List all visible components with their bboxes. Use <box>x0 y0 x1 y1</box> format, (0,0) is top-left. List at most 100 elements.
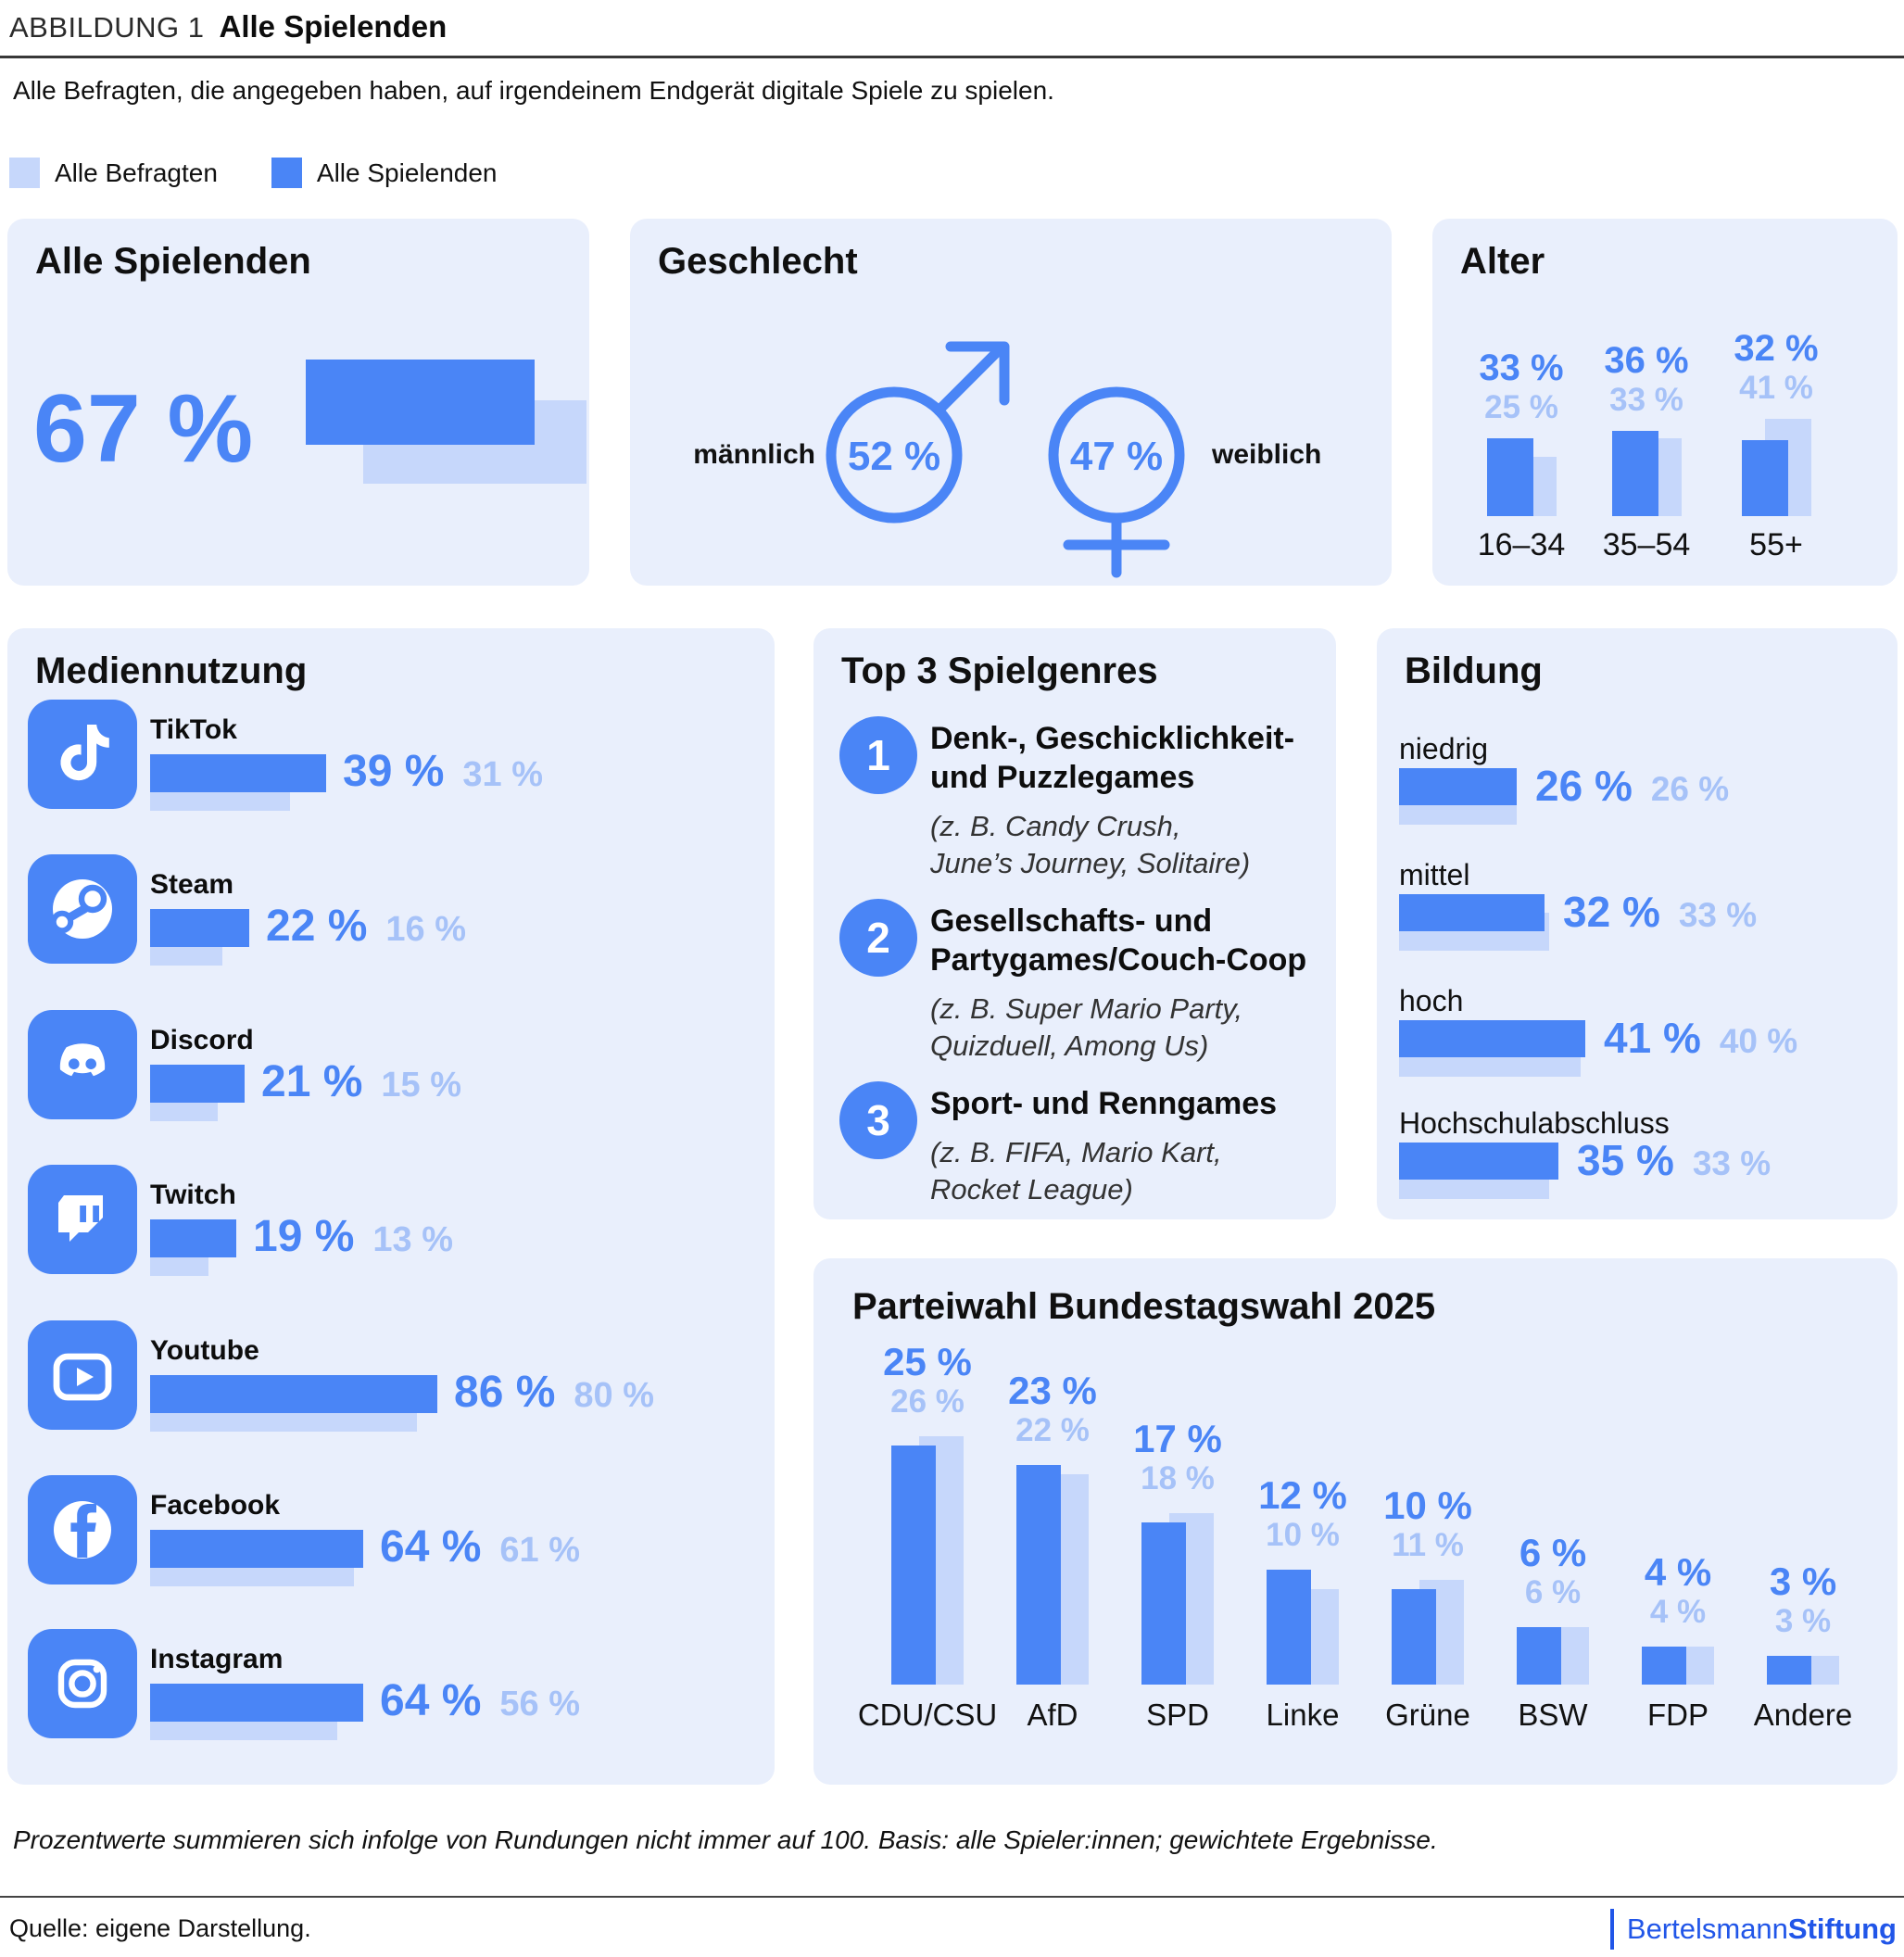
bertelsmann-stiftung-logo: BertelsmannStiftung <box>1609 1909 1897 1950</box>
respondents-value: 22 % <box>1015 1412 1090 1449</box>
players-value: 39 % <box>343 747 445 796</box>
education-values: 41 % 40 % <box>1604 1013 1797 1063</box>
card-alter: Alter 33 % 25 % 16–34 36 % 33 % 35–54 32 % 41 %… <box>1432 219 1898 586</box>
footnote: Prozentwerte summieren sich infolge von … <box>13 1825 1438 1854</box>
share-value: 67 % <box>33 375 254 483</box>
header-divider <box>0 56 1904 58</box>
legend-item-respondents: Alle Befragten <box>9 158 218 188</box>
players-bar <box>1399 1020 1585 1057</box>
genre-title-line: und Puzzlegames <box>930 760 1195 795</box>
party-category-label: Linke <box>1266 1698 1340 1732</box>
education-values: 32 % 33 % <box>1563 887 1757 937</box>
players-bar <box>1612 431 1658 516</box>
age-category-label: 55+ <box>1749 527 1803 562</box>
respondents-value: 13 % <box>372 1220 454 1259</box>
party-category-label: FDP <box>1647 1698 1709 1732</box>
players-value: 6 % <box>1519 1531 1587 1574</box>
respondents-value: 16 % <box>385 910 467 949</box>
genre-title: Denk-, Geschicklichkeit-und Puzzlegames <box>930 719 1329 797</box>
genre-rank-badge: 1 <box>839 716 917 794</box>
players-value: 12 % <box>1258 1473 1347 1517</box>
age-values: 33 % 25 % <box>1456 347 1586 425</box>
respondents-value: 26 % <box>1650 770 1730 808</box>
players-value: 19 % <box>253 1212 355 1261</box>
party-category-label: AfD <box>1027 1698 1078 1732</box>
party-values: 3 % 3 % <box>1724 1559 1882 1639</box>
media-values: 64 % 61 % <box>380 1521 580 1572</box>
respondents-value: 40 % <box>1719 1022 1798 1060</box>
players-bar <box>1399 768 1517 805</box>
genre-title-line: Partygames/Couch-Coop <box>930 942 1307 978</box>
players-value: 25 % <box>883 1340 972 1383</box>
media-name-label: Discord <box>150 1025 254 1055</box>
media-name-label: Instagram <box>150 1644 284 1674</box>
players-bar <box>1642 1647 1686 1685</box>
players-bar <box>150 1219 236 1257</box>
facebook-icon <box>28 1475 137 1585</box>
discord-icon <box>28 1010 137 1119</box>
players-value: 32 % <box>1734 328 1819 369</box>
players-value: 23 % <box>1008 1369 1097 1412</box>
media-values: 21 % 15 % <box>261 1056 461 1107</box>
media-name-label: Youtube <box>150 1335 259 1366</box>
players-value: 10 % <box>1383 1484 1472 1527</box>
players-bar <box>1742 440 1788 516</box>
card-top3-spielgenres: Top 3 Spielgenres 1 Denk-, Geschicklichke… <box>813 628 1336 1219</box>
respondents-value: 61 % <box>499 1531 581 1570</box>
party-values: 6 % 6 % <box>1474 1531 1632 1610</box>
respondents-value: 4 % <box>1649 1594 1707 1631</box>
players-bar <box>150 1375 437 1413</box>
players-value: 21 % <box>261 1057 363 1106</box>
card-education-title: Bildung <box>1405 650 1543 691</box>
party-values: 25 % 26 % <box>849 1340 1006 1420</box>
genre-examples: (z. B. FIFA, Mario Kart, Rocket League) <box>930 1134 1329 1208</box>
players-value: 4 % <box>1644 1550 1712 1594</box>
players-bar <box>1016 1465 1061 1685</box>
male-label: männlich <box>693 439 815 470</box>
genre-example-line: (z. B. Super Mario Party, <box>930 992 1243 1025</box>
media-name-label: Steam <box>150 869 234 900</box>
players-bar <box>1392 1589 1436 1685</box>
respondents-value: 80 % <box>574 1376 655 1415</box>
source-note: Quelle: eigene Darstellung. <box>9 1914 311 1942</box>
players-bar <box>150 909 249 947</box>
respondents-value: 33 % <box>1678 896 1758 934</box>
players-value: 41 % <box>1604 1014 1701 1062</box>
players-value: 33 % <box>1479 347 1564 388</box>
party-category-label: BSW <box>1518 1698 1588 1732</box>
players-value: 64 % <box>380 1522 482 1572</box>
players-value: 26 % <box>1535 762 1633 810</box>
players-bar <box>1399 1143 1558 1180</box>
gender-symbols <box>826 341 1185 578</box>
respondents-value: 11 % <box>1392 1527 1464 1564</box>
respondents-value: 33 % <box>1692 1144 1772 1182</box>
female-cross-icon <box>1063 512 1170 578</box>
players-bar <box>150 1530 363 1568</box>
education-category-label: niedrig <box>1399 732 1489 765</box>
respondents-value: 33 % <box>1609 381 1683 418</box>
respondents-value: 3 % <box>1774 1603 1832 1640</box>
instagram-icon <box>28 1629 137 1738</box>
logo-suffix: Stiftung <box>1787 1913 1897 1945</box>
players-bar <box>306 360 535 445</box>
figure-kicker: ABBILDUNG 1 <box>9 11 205 44</box>
players-value: 32 % <box>1563 888 1660 936</box>
footer-divider <box>0 1896 1904 1898</box>
respondents-value: 6 % <box>1524 1574 1582 1611</box>
logo-name: Bertelsmann <box>1626 1913 1788 1945</box>
party-values: 23 % 22 % <box>974 1369 1131 1448</box>
players-value: 64 % <box>380 1676 482 1725</box>
card-gender-title: Geschlecht <box>658 241 858 282</box>
legend-item-players: Alle Spielenden <box>271 158 498 188</box>
media-values: 86 % 80 % <box>454 1367 654 1418</box>
youtube-icon <box>28 1320 137 1430</box>
players-bar <box>1399 894 1545 931</box>
players-bar <box>150 1684 363 1722</box>
respondents-swatch <box>9 158 40 188</box>
card-alle-spielenden: Alle Spielenden 67 % <box>7 219 589 586</box>
players-bar <box>1267 1570 1311 1685</box>
legend-players-label: Alle Spielenden <box>316 158 498 187</box>
education-category-label: hoch <box>1399 984 1464 1017</box>
steam-icon <box>28 854 137 964</box>
genre-example-line: (z. B. Candy Crush, <box>930 810 1181 842</box>
